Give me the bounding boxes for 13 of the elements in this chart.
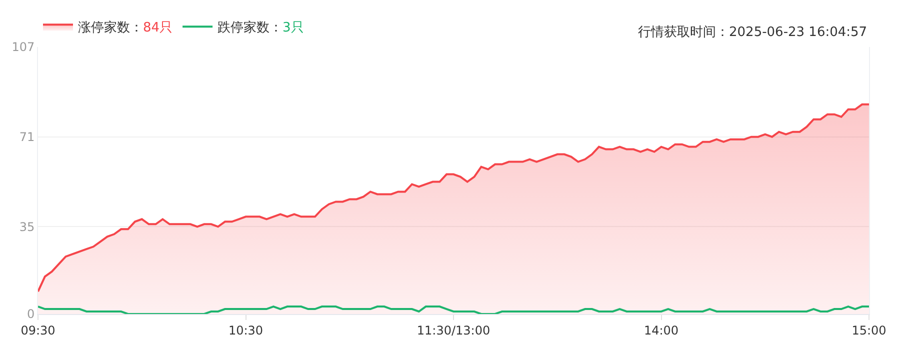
x-tick-label: 09:30 (20, 323, 56, 338)
text: 行情获取时间：2025-06-23 16:04:57 (638, 25, 868, 40)
x-tick-label: 15:00 (852, 323, 886, 338)
y-tick-label: 107 (12, 40, 35, 54)
line-series (38, 306, 869, 314)
y-tick-label: 0 (26, 307, 35, 322)
y-tick-label: 35 (19, 220, 35, 234)
legend-label: 涨停家数：84只 (78, 20, 173, 36)
y-tick-label: 71 (19, 130, 35, 144)
legend-label: 跌停家数：3只 (218, 20, 304, 36)
x-tick-label: 11:30/13:00 (416, 323, 490, 338)
x-tick-label: 14:00 (644, 323, 679, 338)
x-tick-label: 10:30 (228, 323, 264, 338)
